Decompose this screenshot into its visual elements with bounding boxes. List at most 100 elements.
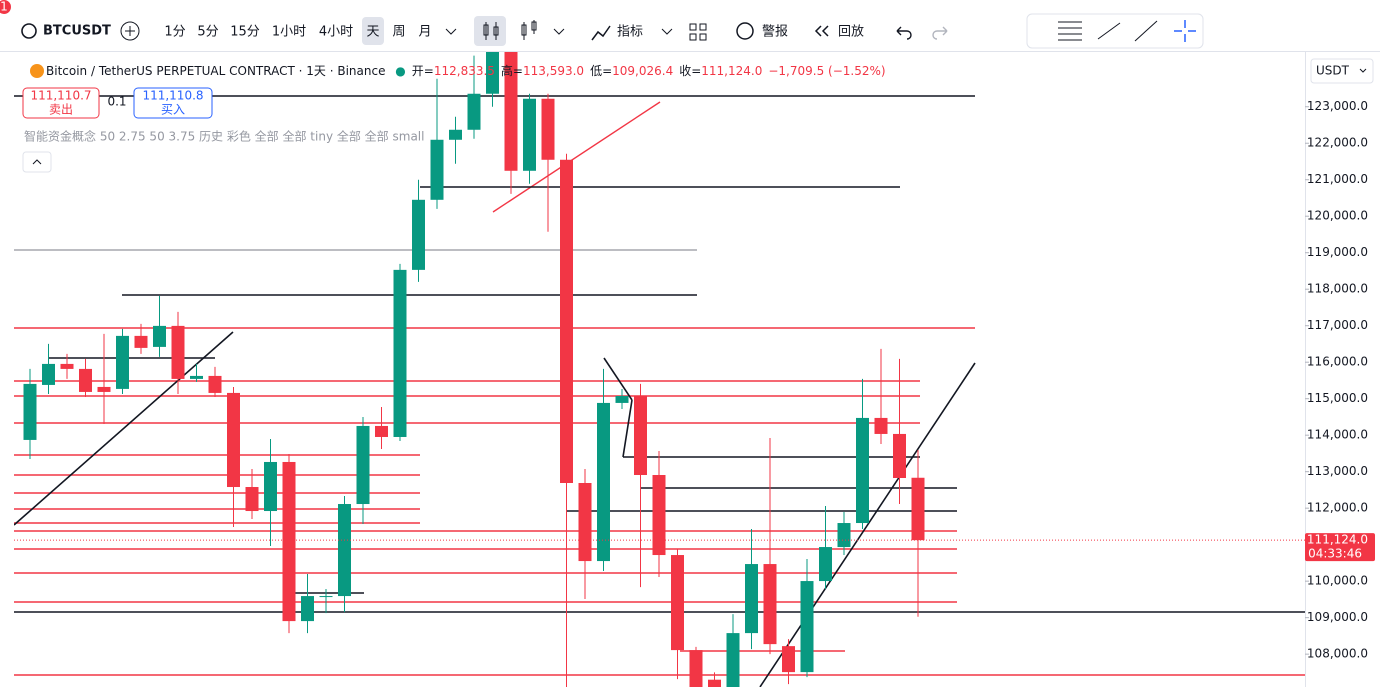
candle-body [745, 564, 758, 634]
sell-label: 卖出 [49, 103, 73, 117]
symbol[interactable]: BTCUSDT [43, 24, 111, 39]
price-label: 121,000.0 [1307, 172, 1368, 186]
candle-body [264, 461, 277, 512]
redo[interactable] [932, 26, 948, 40]
price-label: 118,000.0 [1307, 282, 1368, 296]
sell-price: 111,110.7 [30, 89, 91, 103]
price-label: 116,000.0 [1307, 355, 1368, 369]
legend-label: 高= [501, 63, 523, 78]
legend-change: −1,709.5 (−1.52%) [768, 64, 885, 78]
search-icon[interactable] [21, 23, 37, 39]
legend-title: Bitcoin / TetherUS PERPETUAL CONTRACT · … [46, 64, 385, 78]
candle-body [504, 52, 518, 171]
interval-button[interactable]: 月 [418, 25, 431, 40]
price-label: 110,000.0 [1307, 574, 1368, 588]
trend-tool[interactable] [1134, 20, 1158, 42]
path-tool[interactable] [1097, 22, 1121, 40]
layout-icon[interactable] [689, 23, 707, 41]
candle-body [97, 386, 111, 392]
price-label: 112,000.0 [1307, 501, 1368, 515]
lines-tool[interactable] [1058, 21, 1082, 41]
interval-dropdown[interactable] [445, 28, 457, 35]
chart-type-icon[interactable] [521, 20, 537, 40]
interval-button[interactable]: 天 [366, 25, 379, 40]
symbol-logo [30, 64, 44, 78]
indicators-icon[interactable] [591, 25, 611, 41]
legend-label: 开= [412, 64, 434, 78]
active-interval-bg [362, 17, 384, 45]
candle-body [893, 433, 906, 478]
interval-button[interactable]: 1小时 [272, 25, 306, 40]
interval-button[interactable]: 4小时 [319, 25, 353, 40]
black-drawings [14, 95, 1305, 687]
interval-button[interactable]: 周 [392, 25, 405, 40]
candle-body [449, 129, 462, 140]
buy-button[interactable] [133, 87, 213, 119]
indicators-button[interactable]: 指标 [617, 25, 643, 40]
candle-body [208, 375, 222, 393]
indicators-dropdown[interactable] [661, 28, 673, 35]
currency-dropdown [1359, 68, 1367, 73]
chart-type-dropdown[interactable] [553, 28, 565, 35]
plot-area [14, 52, 1305, 687]
candle-body [282, 461, 296, 622]
price-label: 114,000.0 [1307, 428, 1368, 442]
price-label: 122,000.0 [1307, 136, 1368, 150]
price-label: 117,000.0 [1307, 318, 1368, 332]
interval-button[interactable]: 15分 [230, 25, 260, 40]
status-dot: ● [395, 64, 405, 78]
last-price-box [1305, 533, 1375, 562]
candle-body [42, 363, 55, 385]
candle-body [301, 596, 314, 622]
candle-body [782, 646, 795, 673]
legend-label: 低= [590, 64, 612, 78]
candle-body [23, 383, 37, 440]
candle-body [227, 392, 240, 488]
interval-button[interactable]: 5分 [197, 25, 218, 40]
alert-button[interactable]: 警报 [762, 24, 788, 40]
replay-button[interactable]: 回放 [838, 25, 864, 40]
candle-body [597, 402, 610, 562]
candle-body [763, 564, 777, 645]
candle-body [171, 325, 185, 379]
replay-icon[interactable] [814, 25, 829, 37]
price-label: 123,000.0 [1307, 99, 1368, 113]
candle-body [615, 395, 629, 403]
candle-body [412, 199, 425, 270]
alert-icon[interactable] [736, 22, 754, 40]
candle-body [689, 650, 703, 687]
currency-selector[interactable] [1310, 58, 1374, 84]
price-label: 120,000.0 [1307, 209, 1368, 223]
notification-badge[interactable] [0, 0, 11, 14]
candle-body [153, 325, 166, 347]
candle-body [578, 482, 592, 562]
candle-body [837, 523, 851, 548]
price-label: 113,000.0 [1307, 464, 1368, 478]
undo[interactable] [896, 26, 912, 40]
candle-body [467, 93, 481, 130]
candle-body [800, 581, 814, 673]
legend-high: 113,593.0 [523, 64, 584, 78]
legend-open: 112,833.5 [434, 64, 495, 78]
crosshair-tool[interactable] [1174, 20, 1196, 42]
collapse-button[interactable] [22, 151, 52, 173]
legend-close: 111,124.0 [701, 64, 762, 78]
countdown: 04:33:46 [1308, 547, 1362, 561]
candle-body [541, 98, 555, 160]
interval-button[interactable]: 1分 [164, 25, 185, 40]
buy-price: 111,110.8 [142, 89, 203, 103]
add-symbol[interactable] [120, 21, 140, 41]
price-label: 115,000.0 [1307, 391, 1368, 405]
quantity: 0.1 [107, 95, 126, 109]
candle-type-active[interactable] [474, 16, 506, 46]
candle-body [134, 335, 148, 348]
price-label: 108,000.0 [1307, 647, 1368, 661]
candle-body [245, 487, 259, 512]
sell-button[interactable] [22, 87, 100, 119]
legend-row: Bitcoin / TetherUS PERPETUAL CONTRACT · … [46, 63, 886, 78]
candle-body [393, 269, 407, 437]
price-label: 119,000.0 [1307, 245, 1368, 259]
candle-body [356, 425, 370, 505]
